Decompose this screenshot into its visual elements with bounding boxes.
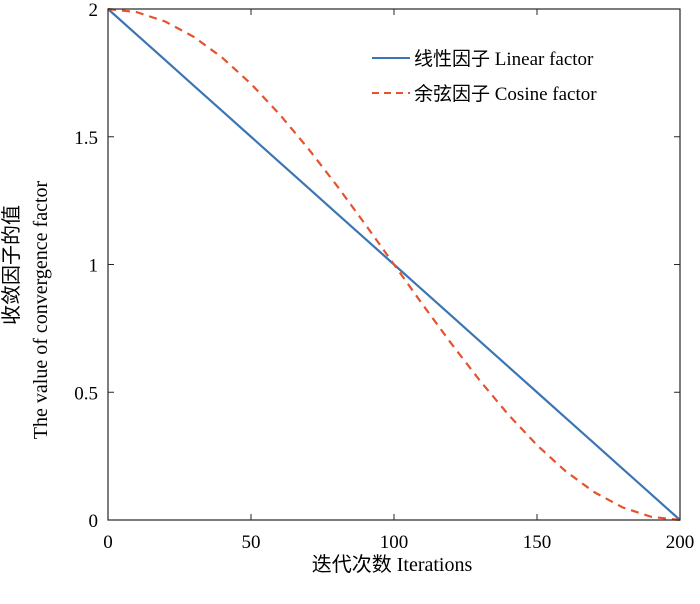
- y-axis-label-line2: The value of convergence factor: [30, 180, 52, 439]
- x-tick-label: 0: [103, 532, 113, 553]
- y-tick-label: 2: [89, 0, 99, 21]
- x-axis-label: 迭代次数 Iterations: [312, 553, 473, 576]
- ticks-layer: 0 50 100 150 200 0 0.5 1 1.5 2: [74, 0, 694, 553]
- x-tick-label: 50: [242, 532, 261, 553]
- series-line-cosine: [107, 7, 681, 522]
- x-tick-label: 200: [666, 532, 695, 553]
- y-axis-label-line1: 收敛因子的值: [0, 205, 23, 325]
- x-tick-label: 150: [523, 532, 552, 553]
- y-tick-label: 1: [89, 256, 99, 277]
- y-tick-label: 1.5: [74, 128, 98, 149]
- legend: 线性因子 Linear factor 余弦因子 Cosine factor: [372, 48, 597, 105]
- series-layer: [107, 7, 681, 522]
- y-tick-label: 0: [89, 511, 99, 532]
- legend-label-linear: 线性因子 Linear factor: [414, 48, 594, 70]
- legend-label-cosine: 余弦因子 Cosine factor: [414, 83, 597, 105]
- y-tick-label: 0.5: [74, 383, 98, 404]
- x-tick-label: 100: [380, 532, 409, 553]
